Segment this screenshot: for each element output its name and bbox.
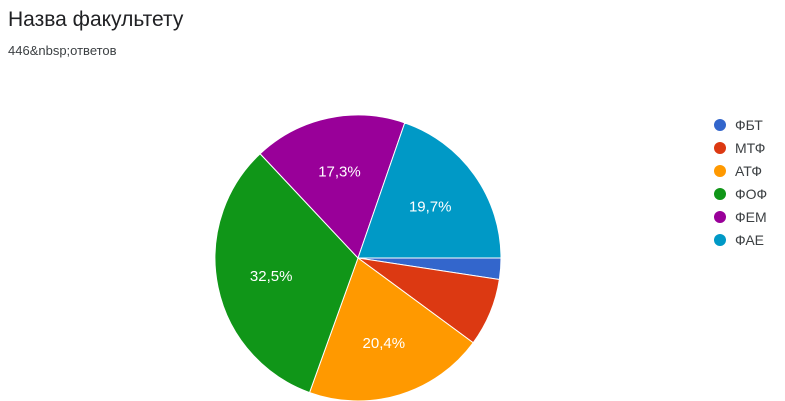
legend-swatch <box>714 233 726 246</box>
chart-legend: ФБТ МТФ АТФ ФОФ ФЕМ ФАЕ <box>714 113 767 251</box>
legend-label: ФЕМ <box>735 208 767 225</box>
legend-label: ФБТ <box>735 116 763 133</box>
legend-item-mtf[interactable]: МТФ <box>714 136 767 159</box>
legend-swatch <box>714 118 726 131</box>
response-count: 446&nbsp;ответов <box>8 43 117 58</box>
legend-swatch <box>714 187 726 200</box>
pie-slice-atf[interactable] <box>308 257 474 401</box>
legend-label: АТФ <box>735 162 762 179</box>
slice-label-fof: 32,5% <box>250 268 293 285</box>
slice-label-atf: 20,4% <box>363 335 406 352</box>
legend-item-fbt[interactable]: ФБТ <box>714 113 767 136</box>
legend-item-fof[interactable]: ФОФ <box>714 182 767 205</box>
slice-label-fae: 19,7% <box>409 199 452 216</box>
pie-slice-fae[interactable] <box>357 122 502 259</box>
slice-label-fem: 17,3% <box>318 163 361 180</box>
chart-title: Назва факультету <box>8 8 184 31</box>
pie-slice-fem[interactable] <box>259 114 406 259</box>
legend-label: ФАЕ <box>735 231 765 248</box>
legend-label: МТФ <box>735 139 766 156</box>
legend-item-atf[interactable]: АТФ <box>714 159 767 182</box>
legend-swatch <box>714 164 726 177</box>
legend-swatch <box>714 141 726 154</box>
pie-slice-fof[interactable] <box>214 153 359 394</box>
legend-item-fae[interactable]: ФАЕ <box>714 228 767 251</box>
legend-swatch <box>714 210 726 223</box>
legend-item-fem[interactable]: ФЕМ <box>714 205 767 228</box>
legend-label: ФОФ <box>735 185 768 202</box>
